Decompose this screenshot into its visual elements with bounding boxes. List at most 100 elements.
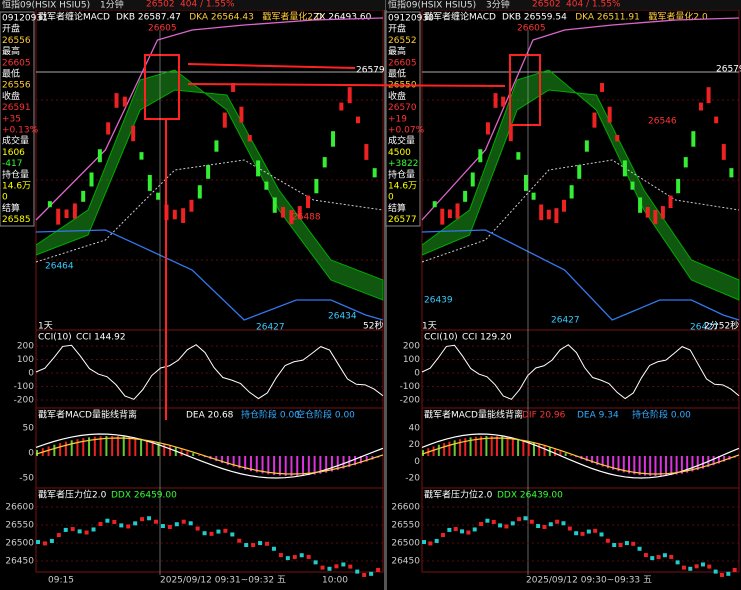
macd-bar-decoration <box>105 436 108 456</box>
sidebar-item: 26585 <box>2 215 31 225</box>
candle-decoration <box>600 83 605 92</box>
candle-decoration <box>440 208 445 225</box>
macd-bar-decoration <box>76 439 79 456</box>
pressure-decoration <box>631 541 636 546</box>
pressure-decoration <box>126 524 131 529</box>
y-tick-label: 26450 <box>5 557 34 567</box>
macd-bar-decoration <box>437 444 440 456</box>
pressure-decoration <box>70 527 75 532</box>
macd-bar-decoration <box>302 456 305 476</box>
pressure-decoration <box>119 523 124 528</box>
macd-bar-decoration <box>506 437 509 456</box>
price-label: 26605 <box>517 24 546 34</box>
pressure-decoration <box>299 553 304 558</box>
macd-bar-decoration <box>538 444 541 456</box>
pressure-decoration <box>327 566 332 571</box>
pressure-title: 戳军者压力位2.0 <box>38 489 107 501</box>
pressure-decoration <box>84 530 89 535</box>
sidebar-item: 持仓量 <box>2 168 29 180</box>
candle-decoration <box>356 116 361 124</box>
pressure-decoration <box>529 519 534 524</box>
y-tick-label: 26500 <box>391 539 420 549</box>
indicator-field: 戳军者量化2.0 <box>648 11 708 23</box>
macd-bar-decoration <box>325 456 328 473</box>
pressure-value: DDX 26459.00 <box>111 491 177 501</box>
macd-bar-decoration <box>244 456 247 470</box>
y-tick-label: 0 <box>414 369 420 379</box>
candle-decoration <box>729 168 734 178</box>
pressure-decoration <box>434 538 439 543</box>
candle-decoration <box>172 209 177 220</box>
y-tick-label: -20 <box>405 474 420 484</box>
price-label: 26546 <box>648 117 677 127</box>
pressure-value: DDX 26439.00 <box>497 491 563 501</box>
macd-item: DEA 9.34 <box>577 411 619 421</box>
candle-decoration <box>247 134 252 142</box>
change: 404 / 1.55% <box>566 0 621 10</box>
pressure-decoration <box>140 517 145 522</box>
pressure-decoration <box>112 519 117 524</box>
candle-decoration <box>156 192 161 200</box>
time-label: 2025/09/12 09:30~09:33 五 <box>526 576 652 586</box>
sidebar-item: 26605 <box>2 58 31 68</box>
sidebar-item: 最高 <box>388 45 406 57</box>
candle-decoration <box>256 160 261 177</box>
candle-decoration <box>615 134 620 142</box>
pressure-decoration <box>167 524 172 529</box>
pressure-decoration <box>223 528 228 533</box>
macd-bar-decoration <box>151 441 154 456</box>
candle-decoration <box>347 87 352 104</box>
sidebar-item: 持仓量 <box>388 168 415 180</box>
pressure-decoration <box>77 529 82 534</box>
y-tick-label: 20 <box>409 440 421 450</box>
macd-bar-decoration <box>59 443 62 456</box>
macd-bar-decoration <box>723 456 726 462</box>
macd-bar-decoration <box>501 436 504 456</box>
candle-decoration <box>508 125 513 142</box>
candle-decoration <box>455 203 460 219</box>
pressure-decoration <box>265 541 270 546</box>
price-label: 26427 <box>256 323 285 333</box>
macd-bar-decoration <box>596 456 599 465</box>
pressure-decoration <box>42 541 47 546</box>
cci-value: CCI 144.92 <box>76 333 126 343</box>
macd-bar-decoration <box>313 456 316 475</box>
macd-item: DIF 20.96 <box>522 411 566 421</box>
candle-decoration <box>562 199 567 212</box>
pressure-decoration <box>348 564 353 569</box>
candle-decoration <box>239 106 244 123</box>
sidebar-item: 结算 <box>388 202 406 214</box>
pressure-decoration <box>662 553 667 558</box>
divider <box>384 0 387 590</box>
candle-decoration <box>322 157 327 168</box>
blue-line <box>35 229 384 321</box>
candle-decoration <box>676 178 681 194</box>
sidebar-item: 26591 <box>2 103 31 113</box>
pressure-decoration <box>472 527 477 532</box>
pressure-decoration <box>681 565 686 570</box>
pressure-decoration <box>719 572 724 577</box>
macd-bar-decoration <box>458 439 461 456</box>
macd-bar-decoration <box>82 438 85 456</box>
macd-bar-decoration <box>469 437 472 456</box>
macd-bar-decoration <box>564 453 567 456</box>
macd-bar-decoration <box>643 456 646 476</box>
indicator-name: 戳军者缠论MACD <box>424 11 496 23</box>
candle-decoration <box>197 185 202 199</box>
pressure-decoration <box>334 564 339 569</box>
pressure-decoration <box>422 540 426 545</box>
band <box>421 69 740 301</box>
price-label: 26434 <box>328 312 357 322</box>
price-label: 26579 <box>716 65 741 75</box>
macd-bar-decoration <box>422 450 424 456</box>
indicator-field: DKA 26511.91 <box>575 13 640 23</box>
macd-bar-decoration <box>670 456 673 476</box>
pressure-decoration <box>244 543 249 548</box>
candle-decoration <box>297 206 302 219</box>
candle-decoration <box>463 190 468 202</box>
y-tick-label: -200 <box>14 396 35 406</box>
sidebar <box>0 11 35 227</box>
macd-bar-decoration <box>511 437 514 456</box>
pressure-decoration <box>376 567 381 572</box>
